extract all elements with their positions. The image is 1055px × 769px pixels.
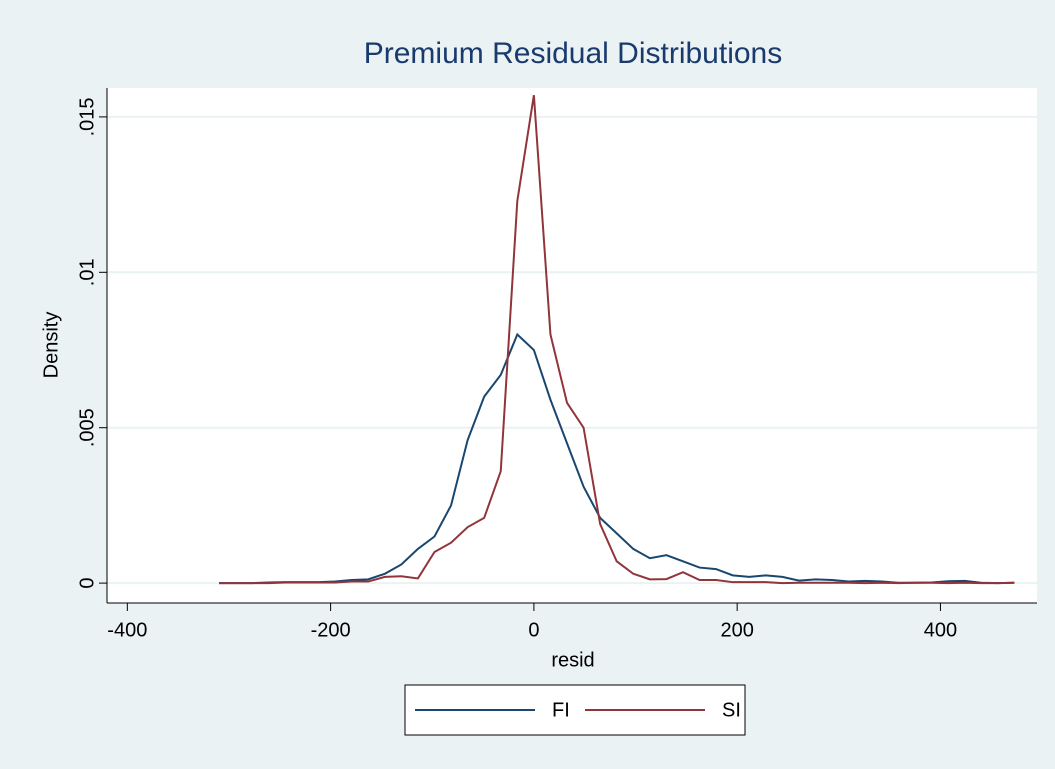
x-tick-label: -200 (311, 619, 351, 641)
y-tick-label: .005 (76, 408, 98, 447)
y-tick-label: 0 (76, 578, 98, 589)
data-line (219, 94, 1015, 585)
data-line (219, 332, 1015, 585)
legend-label: SI (722, 699, 741, 721)
x-tick-label: 200 (720, 619, 753, 641)
legend-label: FI (552, 699, 570, 721)
plot-area (107, 88, 1037, 603)
chart-title: Premium Residual Distributions (364, 37, 782, 70)
x-tick-label: -400 (107, 619, 147, 641)
y-tick-label: .015 (76, 97, 98, 136)
x-tick-label: 400 (924, 619, 957, 641)
x-axis-label: resid (551, 649, 594, 671)
y-axis-label: Density (40, 312, 62, 379)
y-tick-label: .01 (76, 258, 98, 286)
x-tick-label: 0 (528, 619, 539, 641)
